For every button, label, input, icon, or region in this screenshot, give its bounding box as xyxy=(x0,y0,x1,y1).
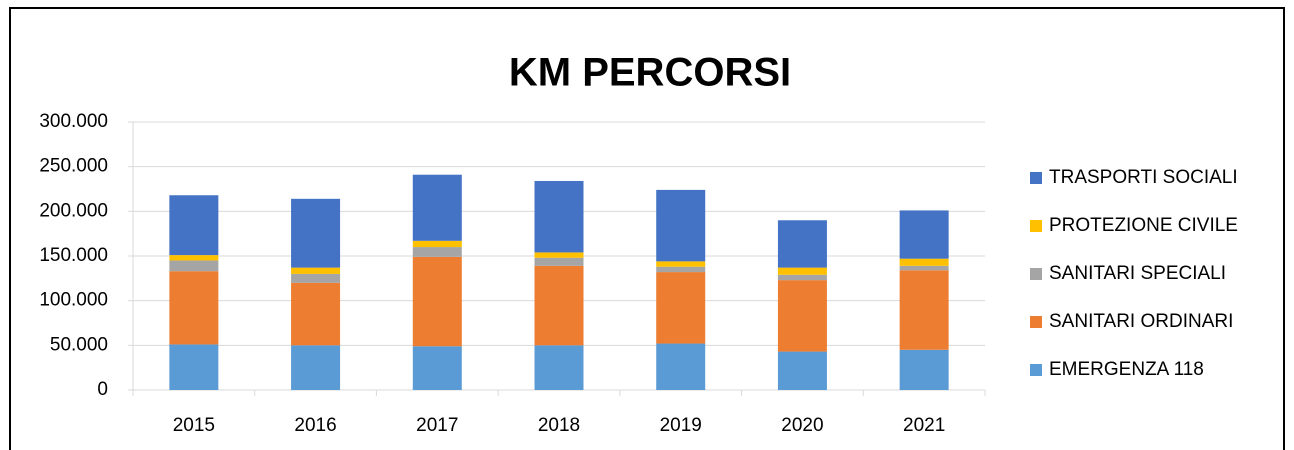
bar-segment xyxy=(656,266,706,273)
bar-segment xyxy=(777,351,827,390)
legend-label: TRASPORTI SOCIALI xyxy=(1049,167,1238,188)
bar-segment xyxy=(412,174,462,241)
bar-segment xyxy=(534,257,584,266)
bar-segment xyxy=(291,273,341,283)
bar-segment xyxy=(169,195,219,256)
bar-segment xyxy=(412,240,462,248)
bar-segment xyxy=(899,270,949,350)
bar-segment xyxy=(777,274,827,281)
legend-swatch xyxy=(1030,220,1042,232)
bar-segment xyxy=(656,343,706,390)
y-tick-label: 200.000 xyxy=(39,200,108,221)
bar-segment xyxy=(777,267,827,275)
x-tick-label: 2020 xyxy=(781,415,823,436)
x-tick-label: 2017 xyxy=(416,415,458,436)
x-tick-label: 2019 xyxy=(660,415,702,436)
y-tick-label: 0 xyxy=(97,379,108,400)
bar-segment xyxy=(534,180,584,253)
legend-swatch xyxy=(1030,316,1042,328)
x-tick-label: 2021 xyxy=(903,415,945,436)
legend-swatch xyxy=(1030,364,1042,376)
bar-segment xyxy=(899,258,949,266)
legend-label: EMERGENZA 118 xyxy=(1049,359,1204,380)
bar-segment xyxy=(169,255,219,261)
bar-segment xyxy=(899,210,949,259)
y-tick-label: 50.000 xyxy=(50,334,108,355)
bar-segment xyxy=(899,265,949,271)
bar-segment xyxy=(291,198,341,268)
bar-segment xyxy=(899,349,949,390)
bar-segment xyxy=(169,271,219,345)
bar-segment xyxy=(169,260,219,272)
y-tick-label: 250.000 xyxy=(39,156,108,177)
legend-label: PROTEZIONE CIVILE xyxy=(1049,215,1238,236)
bar-segment xyxy=(777,220,827,268)
bar-segment xyxy=(291,267,341,274)
y-tick-label: 100.000 xyxy=(39,290,108,311)
bar-segment xyxy=(656,272,706,344)
bar-segment xyxy=(777,280,827,352)
bar-segment xyxy=(656,261,706,267)
bar-segment xyxy=(534,252,584,258)
bar-segment xyxy=(534,345,584,390)
legend-swatch xyxy=(1030,268,1042,280)
x-tick-label: 2015 xyxy=(173,415,215,436)
bar-segment xyxy=(169,344,219,390)
legend-swatch xyxy=(1030,172,1042,184)
bar-segment xyxy=(412,256,462,347)
chart-title: KM PERCORSI xyxy=(509,51,791,95)
x-tick-label: 2016 xyxy=(294,415,336,436)
bar-segment xyxy=(291,282,341,346)
y-tick-label: 150.000 xyxy=(39,245,108,266)
legend-label: SANITARI ORDINARI xyxy=(1049,311,1233,332)
bar-segment xyxy=(291,345,341,390)
chart-frame xyxy=(9,7,1285,450)
y-tick-label: 300.000 xyxy=(39,111,108,132)
legend-label: SANITARI SPECIALI xyxy=(1049,263,1226,284)
bar-segment xyxy=(412,247,462,257)
bar-segment xyxy=(534,265,584,346)
x-tick-label: 2018 xyxy=(538,415,580,436)
bar-segment xyxy=(412,346,462,390)
bar-segment xyxy=(656,189,706,262)
